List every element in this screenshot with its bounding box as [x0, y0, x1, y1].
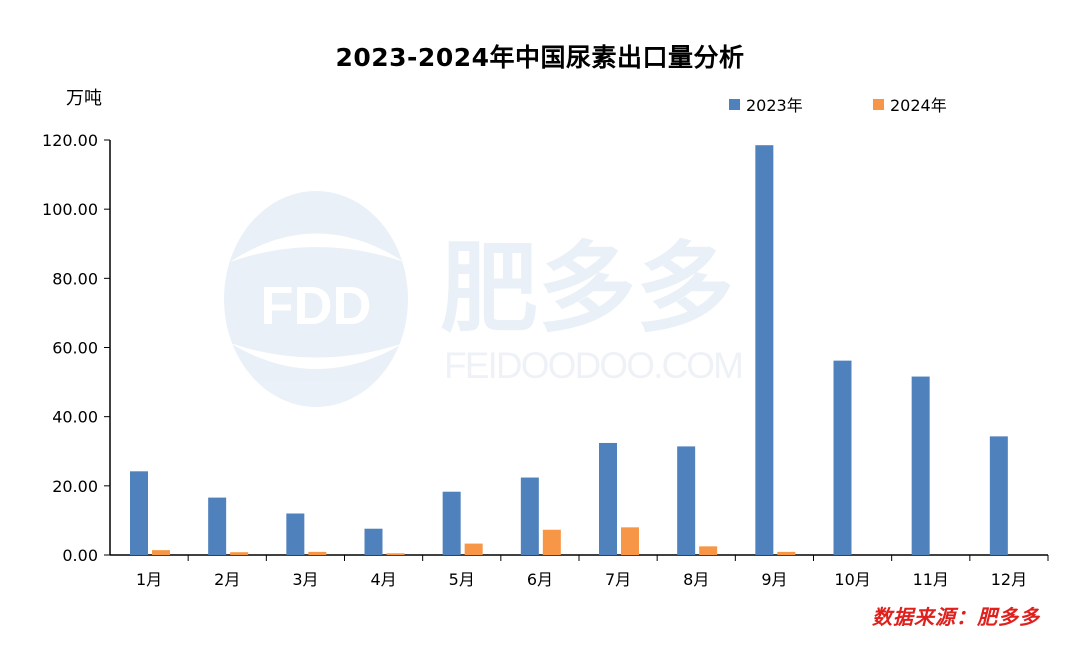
bar-2023年-9月 [755, 145, 774, 555]
x-tick-label: 3月 [292, 570, 318, 589]
legend-swatch-2024 [873, 98, 884, 110]
bar-2024年-2月 [230, 552, 249, 555]
bar-2023年-5月 [442, 491, 461, 555]
bar-2024年-1月 [152, 550, 170, 555]
y-tick-label: 0.00 [62, 546, 98, 565]
bar-2023年-7月 [599, 442, 617, 555]
bar-2023年-8月 [677, 446, 696, 555]
legend-swatch-2023 [729, 98, 740, 110]
watermark-logo-wave-top [230, 233, 404, 262]
bar-2024年-7月 [621, 527, 639, 555]
x-tick-label: 10月 [834, 570, 870, 589]
watermark-site-text: FEIDOODOO.COM [444, 345, 744, 386]
bar-2023年-2月 [208, 497, 227, 555]
axes: 0.00 20.00 40.00 60.00 80.00 100.00 120.00 1月 2月… [42, 131, 1049, 589]
legend-item-2023: 2023年 [729, 92, 803, 116]
x-tick-label: 1月 [136, 570, 162, 589]
bar-2023年-6月 [520, 477, 539, 555]
bar-2023年-1月 [130, 471, 148, 555]
bar-2024年-4月 [386, 553, 405, 555]
watermark: FDD 肥多多 FEIDOODOO.COM [224, 191, 744, 407]
bars [130, 145, 1008, 555]
x-tick-label: 9月 [761, 570, 787, 589]
chart-title: 2023-2024年中国尿素出口量分析 [335, 43, 745, 72]
y-tick-label: 40.00 [52, 408, 98, 427]
x-tick-label: 7月 [605, 570, 631, 589]
bar-2023年-4月 [364, 528, 383, 555]
bar-2024年-8月 [699, 546, 718, 555]
bar-2024年-5月 [464, 543, 483, 555]
x-tick-label: 4月 [370, 570, 396, 589]
x-tick-label: 2月 [214, 570, 240, 589]
bar-2023年-11月 [911, 376, 930, 555]
y-tick-label: 20.00 [52, 477, 98, 496]
x-tick-label: 11月 [913, 570, 949, 589]
x-tick-label: 5月 [449, 570, 475, 589]
legend-label-2023: 2023年 [746, 96, 803, 115]
bar-2024年-6月 [542, 529, 561, 555]
y-tick-label: 80.00 [52, 269, 98, 288]
x-tick-label: 12月 [991, 570, 1027, 589]
x-tick-label: 6月 [527, 570, 553, 589]
bar-2023年-12月 [989, 436, 1008, 555]
source-note: 数据来源：肥多多 [872, 605, 1040, 629]
y-tick-label: 60.00 [52, 339, 98, 358]
watermark-logo-wave-bottom [230, 343, 404, 369]
y-tick-label: 100.00 [42, 200, 98, 219]
bar-2023年-10月 [833, 360, 852, 555]
bar-2023年-3月 [286, 513, 305, 555]
bar-2024年-9月 [777, 551, 796, 555]
legend-item-2024: 2024年 [873, 92, 947, 116]
x-tick-label: 8月 [683, 570, 709, 589]
watermark-brand-text: 肥多多 [440, 232, 734, 346]
bar-2024年-3月 [308, 551, 327, 555]
legend-label-2024: 2024年 [890, 96, 947, 115]
watermark-logo-text: FDD [261, 276, 372, 336]
y-tick-label: 120.00 [42, 131, 98, 150]
y-axis-unit-label: 万吨 [66, 88, 102, 109]
